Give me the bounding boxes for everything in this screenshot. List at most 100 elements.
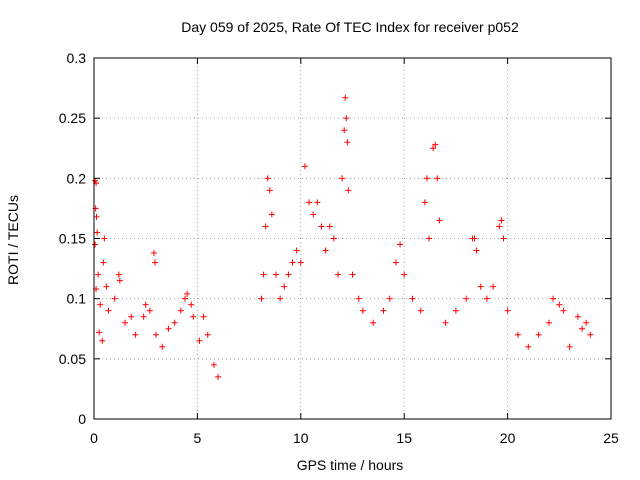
- data-point: [215, 373, 222, 380]
- data-point: [477, 283, 484, 290]
- data-point: [96, 329, 103, 336]
- axis-ticks: [93, 57, 612, 420]
- data-point: [146, 307, 153, 314]
- data-point: [583, 319, 590, 326]
- data-point: [184, 290, 191, 297]
- x-tick-label: 20: [500, 430, 516, 446]
- x-tick-label: 0: [90, 430, 98, 446]
- data-point: [560, 307, 567, 314]
- data-point: [349, 271, 356, 278]
- data-point: [335, 271, 342, 278]
- data-point: [122, 319, 129, 326]
- data-point: [496, 223, 503, 230]
- data-point: [514, 331, 521, 338]
- data-point: [128, 313, 135, 320]
- data-point: [314, 199, 321, 206]
- data-point: [436, 217, 443, 224]
- y-tick-label: 0.25: [59, 110, 86, 126]
- data-point: [442, 319, 449, 326]
- data-point: [115, 271, 122, 278]
- data-point: [545, 319, 552, 326]
- y-tick-label: 0.3: [67, 50, 87, 66]
- data-point: [397, 241, 404, 248]
- data-point: [105, 307, 112, 314]
- data-point: [150, 249, 157, 256]
- data-point: [326, 223, 333, 230]
- data-point: [318, 223, 325, 230]
- data-point: [181, 295, 188, 302]
- data-point: [277, 295, 284, 302]
- y-tick-label: 0.1: [67, 291, 87, 307]
- x-tick-label: 25: [603, 430, 619, 446]
- data-point: [97, 301, 104, 308]
- data-point: [306, 199, 313, 206]
- data-point: [452, 307, 459, 314]
- y-tick-label: 0.05: [59, 351, 86, 367]
- data-point: [200, 313, 207, 320]
- data-point: [159, 343, 166, 350]
- data-points: [92, 94, 594, 380]
- data-point: [426, 235, 433, 242]
- data-point: [264, 175, 271, 182]
- data-point: [525, 343, 532, 350]
- data-point: [262, 223, 269, 230]
- grid-lines: [94, 58, 611, 419]
- x-axis-label: GPS time / hours: [297, 457, 404, 473]
- data-point: [196, 337, 203, 344]
- data-point: [345, 187, 352, 194]
- data-point: [153, 331, 160, 338]
- data-point: [430, 145, 437, 152]
- y-axis-label: ROTI / TECUs: [5, 195, 21, 285]
- data-point: [434, 175, 441, 182]
- data-point: [310, 211, 317, 218]
- data-point: [330, 235, 337, 242]
- data-point: [341, 127, 348, 134]
- data-point: [99, 337, 106, 344]
- data-point: [409, 295, 416, 302]
- data-point: [190, 313, 197, 320]
- data-point: [498, 217, 505, 224]
- data-point: [268, 211, 275, 218]
- data-point: [103, 283, 110, 290]
- data-point: [504, 307, 511, 314]
- data-point: [574, 313, 581, 320]
- data-point: [463, 295, 470, 302]
- data-point: [343, 115, 350, 122]
- data-point: [579, 325, 586, 332]
- data-point: [483, 295, 490, 302]
- data-point: [285, 271, 292, 278]
- data-point: [289, 259, 296, 266]
- data-point: [116, 277, 123, 284]
- data-point: [500, 235, 507, 242]
- data-point: [550, 295, 557, 302]
- data-point: [380, 307, 387, 314]
- data-point: [260, 271, 267, 278]
- data-point: [266, 187, 273, 194]
- data-point: [471, 235, 478, 242]
- data-point: [535, 331, 542, 338]
- data-point: [401, 271, 408, 278]
- data-point: [293, 247, 300, 254]
- y-tick-label: 0: [78, 411, 86, 427]
- data-point: [132, 331, 139, 338]
- data-point: [204, 331, 211, 338]
- data-point: [297, 259, 304, 266]
- data-point: [566, 343, 573, 350]
- data-point: [556, 301, 563, 308]
- data-point: [301, 163, 308, 170]
- y-tick-label: 0.15: [59, 231, 86, 247]
- data-point: [152, 259, 159, 266]
- data-point: [587, 331, 594, 338]
- data-point: [165, 325, 172, 332]
- chart-title: Day 059 of 2025, Rate Of TEC Index for r…: [181, 19, 519, 35]
- data-point: [140, 313, 147, 320]
- data-point: [359, 307, 366, 314]
- data-point: [272, 271, 279, 278]
- data-point: [339, 175, 346, 182]
- data-point: [392, 259, 399, 266]
- y-tick-label: 0.2: [67, 170, 87, 186]
- data-point: [92, 241, 99, 248]
- data-point: [386, 295, 393, 302]
- x-tick-label: 10: [293, 430, 309, 446]
